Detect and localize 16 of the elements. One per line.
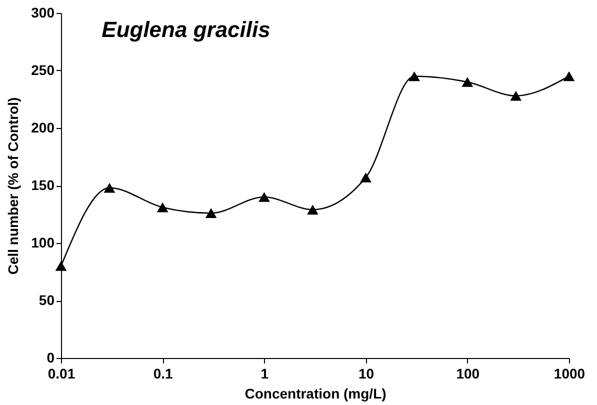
x-tick-label: 1000 <box>554 366 586 382</box>
y-tick-label: 50 <box>38 292 55 308</box>
y-tick-label: 200 <box>31 120 55 136</box>
x-tick-label: 0.01 <box>48 366 76 382</box>
y-tick-label: 150 <box>31 177 55 193</box>
y-tick-label: 0 <box>46 350 55 366</box>
y-tick-label: 250 <box>31 62 55 78</box>
x-tick-label: 0.1 <box>153 366 174 382</box>
x-tick-label: 10 <box>358 366 374 382</box>
y-tick-label: 300 <box>31 4 55 20</box>
x-tick-label: 1 <box>260 366 269 382</box>
y-tick-label: 100 <box>31 234 55 250</box>
x-tick-label: 100 <box>456 366 480 382</box>
x-axis-title: Concentration (mg/L) <box>244 386 386 402</box>
y-axis-title: Cell number (% of Control) <box>5 97 22 275</box>
chart-title: Euglena gracilis <box>102 17 270 42</box>
